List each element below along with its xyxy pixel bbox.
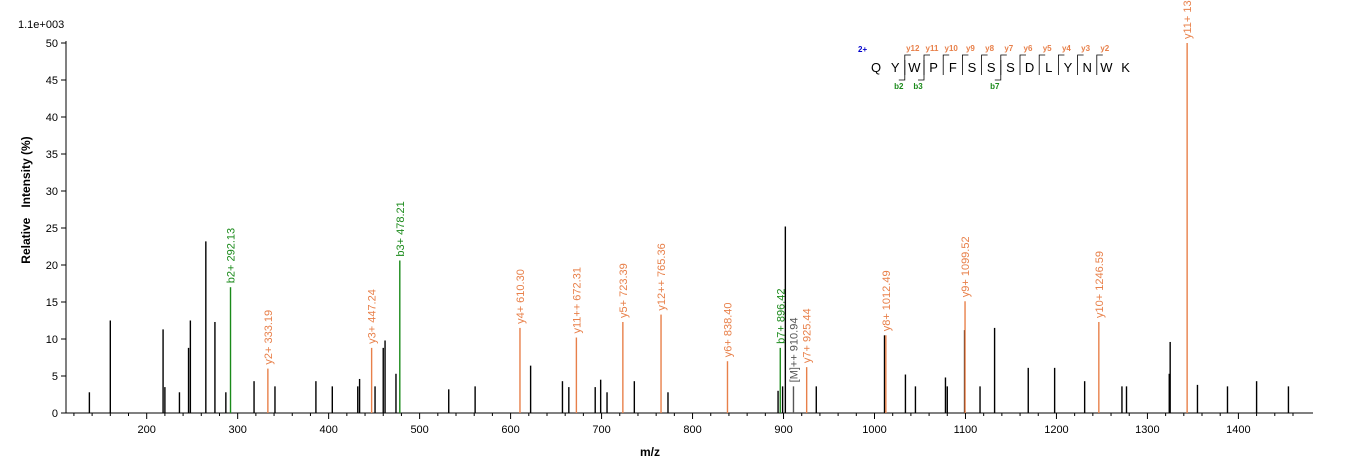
- y-tick-label: 30: [46, 186, 58, 198]
- x-tick-label: 200: [138, 424, 156, 436]
- y-ion-bracket: [1096, 54, 1103, 75]
- y-ion-label: y3: [1081, 44, 1090, 53]
- y-ion-bracket: [962, 54, 969, 75]
- y-ion-label: y11: [926, 44, 939, 53]
- b-ion-bracket: [918, 60, 925, 81]
- y-tick-label: 25: [46, 223, 58, 235]
- y-ion-label: y10: [945, 44, 959, 53]
- peak-labels-layer: b2+ 292.13 y2+ 333.19 y3+ 447.24 b3+ 478.21…: [226, 0, 1195, 382]
- y-tick-label: 10: [46, 334, 58, 346]
- y-tick-label: 50: [46, 38, 58, 50]
- x-tick-label: 500: [410, 424, 428, 436]
- peak-label: b7+ 896.42: [775, 289, 787, 344]
- peak-label: b3+ 478.21: [395, 201, 407, 256]
- peak-label: y11+ 1343.65: [1182, 0, 1194, 39]
- x-tick-label: 700: [592, 424, 610, 436]
- peak-label: y4+ 610.30: [515, 269, 527, 324]
- x-tick-label: 1100: [954, 424, 978, 436]
- peak-label: b2+ 292.13: [226, 228, 238, 283]
- y-ion-label: y9: [966, 44, 975, 53]
- sequence-residue: K: [1121, 60, 1130, 75]
- y-tick-label: 40: [46, 112, 58, 124]
- x-tick-label: 800: [683, 424, 701, 436]
- peak-label: y7+ 925.44: [802, 308, 814, 363]
- y-ion-bracket: [1019, 54, 1026, 75]
- peak-label: y11++ 672.31: [571, 267, 583, 333]
- y-ion-bracket: [942, 54, 950, 75]
- b-ion-label: b2: [894, 82, 904, 91]
- sequence-residue: Q: [871, 60, 881, 75]
- peak-label: y9+ 1099.52: [960, 236, 972, 297]
- peaks-layer: [88, 43, 1290, 413]
- y-ion-label: y7: [1004, 44, 1013, 53]
- y-tick-label: 45: [46, 75, 58, 87]
- sequence-residue: S: [1006, 60, 1015, 75]
- intensity-scale-label: 1.1e+003: [18, 19, 64, 31]
- peak-label: y10+ 1246.59: [1094, 251, 1106, 318]
- y-ion-label: y12: [906, 44, 920, 53]
- sequence-residue: Y: [891, 60, 900, 75]
- y-ion-label: y2: [1100, 44, 1109, 53]
- y-ion-label: y5: [1043, 44, 1052, 53]
- peak-label: y3+ 447.24: [367, 289, 379, 344]
- x-tick-label: 900: [774, 424, 792, 436]
- x-tick-label: 1300: [1135, 424, 1159, 436]
- sequence-residue: W: [908, 60, 921, 75]
- sequence-residue: S: [987, 60, 996, 75]
- x-tick-label: 300: [228, 424, 246, 436]
- sequence-residue: P: [929, 60, 938, 75]
- y-tick-label: 35: [46, 149, 58, 161]
- y-ion-bracket: [1058, 54, 1065, 75]
- b-ion-label: b3: [913, 82, 923, 91]
- peak-label: y5+ 723.39: [618, 263, 630, 318]
- y-ion-label: y6: [1024, 44, 1033, 53]
- y-ion-label: y4: [1062, 44, 1071, 53]
- x-tick-label: 1000: [862, 424, 886, 436]
- sequence-residue: D: [1025, 60, 1034, 75]
- b-ion-label: b7: [990, 82, 1000, 91]
- sequence-residue: N: [1083, 60, 1092, 75]
- b-ion-bracket: [994, 60, 1002, 81]
- axes: 0 5 10 15 20 25 30 35 40 45 50 200 300 400 500 600 700 80…: [46, 38, 1313, 436]
- y-tick-label: 5: [52, 371, 58, 383]
- sequence-residue: S: [968, 60, 977, 75]
- peak-label: y6+ 838.40: [722, 302, 734, 357]
- peak-label: y8+ 1012.49: [881, 270, 893, 331]
- y-ion-bracket: [981, 54, 988, 75]
- y-ion-bracket: [1077, 54, 1084, 75]
- y-ion-label: y8: [985, 44, 994, 53]
- x-tick-label: 1200: [1044, 424, 1068, 436]
- sequence-residue: W: [1100, 60, 1113, 75]
- y-tick-label: 15: [46, 297, 58, 309]
- y-axis-title: Relative Intensity (%): [19, 136, 33, 263]
- x-axis-title: m/z: [640, 445, 660, 459]
- sequence-residue: F: [949, 60, 957, 75]
- x-tick-label: 1400: [1226, 424, 1250, 436]
- y-ion-bracket: [1038, 54, 1046, 75]
- x-tick-label: 600: [501, 424, 519, 436]
- x-tick-label: 400: [319, 424, 337, 436]
- sequence-residue: Y: [1064, 60, 1073, 75]
- sequence-residue: L: [1045, 60, 1052, 75]
- y-tick-label: 0: [52, 408, 58, 420]
- peak-label: y2+ 333.19: [263, 310, 275, 365]
- charge-label: 2+: [858, 45, 867, 54]
- peak-label: [M]++ 910.94: [788, 318, 800, 383]
- b-ion-bracket: [898, 60, 906, 81]
- peak-label: y12++ 765.36: [656, 243, 668, 310]
- y-tick-label: 20: [46, 260, 58, 272]
